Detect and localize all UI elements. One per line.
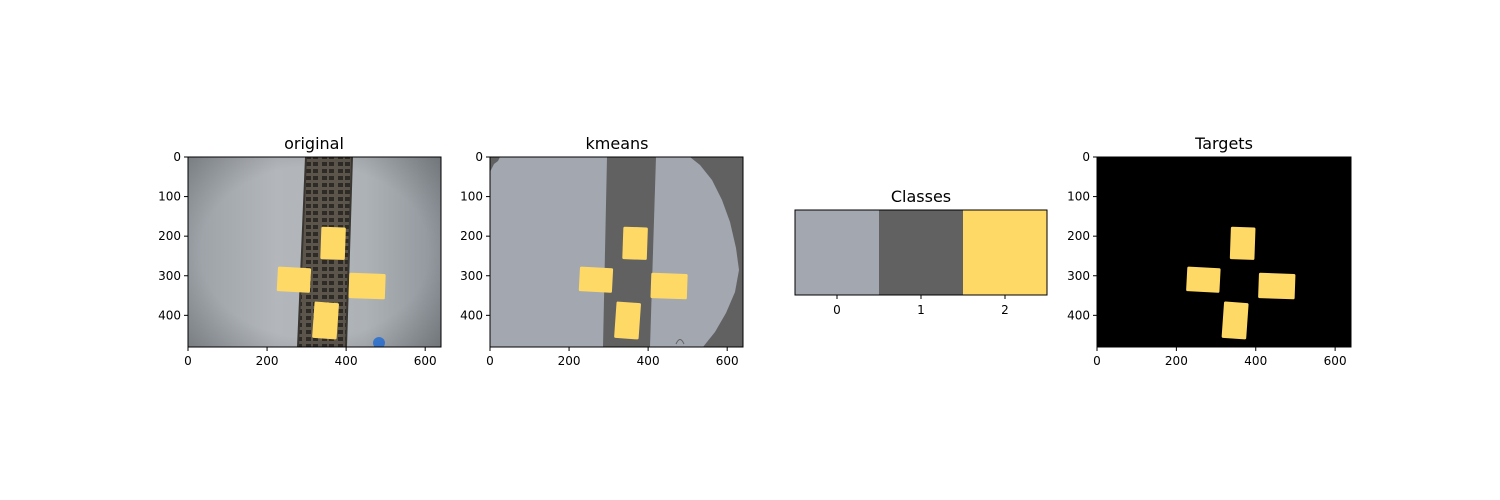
- y-tick-label: 100: [1067, 190, 1090, 204]
- y-tick-label: 200: [460, 229, 483, 243]
- targets-image: [1097, 157, 1351, 347]
- x-tick-label: 200: [1165, 354, 1188, 368]
- y-tick-label: 400: [158, 308, 181, 322]
- x-tick-label: 400: [335, 354, 358, 368]
- class-tick-label: 2: [1001, 303, 1009, 317]
- x-tick-label: 200: [256, 354, 279, 368]
- class-swatch-2: [963, 210, 1047, 295]
- y-tick-label: 100: [460, 190, 483, 204]
- x-tick-label: 400: [637, 354, 660, 368]
- original-title: original: [284, 134, 344, 153]
- target-square: [650, 272, 688, 300]
- y-tick-label: 0: [1082, 150, 1090, 164]
- y-tick-label: 200: [1067, 229, 1090, 243]
- class-swatch-0: [795, 210, 879, 295]
- classes-panel: Classes 0 1 2: [794, 187, 1048, 317]
- targets-title: Targets: [1194, 134, 1253, 153]
- y-tick-label: 300: [1067, 269, 1090, 283]
- targets-frame: [1096, 156, 1352, 348]
- original-panel: original 0 200 400 600 0 100 200 300 400: [158, 134, 442, 368]
- y-tick-label: 300: [460, 269, 483, 283]
- x-tick-label: 600: [1324, 354, 1347, 368]
- kmeans-title: kmeans: [586, 134, 649, 153]
- y-tick-label: 400: [460, 308, 483, 322]
- kmeans-class0-right: [650, 157, 739, 347]
- target-square: [1186, 266, 1221, 293]
- class-tick-label: 1: [917, 303, 925, 317]
- x-tick-label: 0: [184, 354, 192, 368]
- y-tick-label: 0: [173, 150, 181, 164]
- classes-title: Classes: [891, 187, 951, 206]
- targets-panel: Targets 0 200 400 600 0 100 200 300 400: [1067, 134, 1352, 368]
- target-square: [1258, 272, 1296, 300]
- kmeans-image: [490, 157, 743, 347]
- y-tick-label: 400: [1067, 308, 1090, 322]
- y-tick-label: 300: [158, 269, 181, 283]
- x-tick-label: 0: [486, 354, 494, 368]
- x-tick-label: 600: [716, 354, 739, 368]
- target-square: [1229, 226, 1256, 260]
- x-tick-label: 600: [414, 354, 437, 368]
- kmeans-frame: [489, 156, 744, 348]
- original-frame: [187, 156, 442, 348]
- y-tick-label: 0: [475, 150, 483, 164]
- class-swatch-1: [879, 210, 963, 295]
- class-tick-label: 0: [833, 303, 841, 317]
- y-tick-label: 100: [158, 190, 181, 204]
- target-square: [578, 266, 614, 293]
- x-tick-label: 200: [558, 354, 581, 368]
- target-square: [622, 226, 648, 260]
- y-tick-label: 200: [158, 229, 181, 243]
- target-square: [614, 301, 641, 340]
- x-tick-label: 400: [1244, 354, 1267, 368]
- target-square: [1221, 301, 1249, 340]
- kmeans-class0-left: [490, 157, 607, 347]
- x-tick-label: 0: [1093, 354, 1101, 368]
- original-image: [188, 157, 441, 347]
- kmeans-panel: kmeans 0 200 400 600 0 100 200 300 400: [460, 134, 744, 368]
